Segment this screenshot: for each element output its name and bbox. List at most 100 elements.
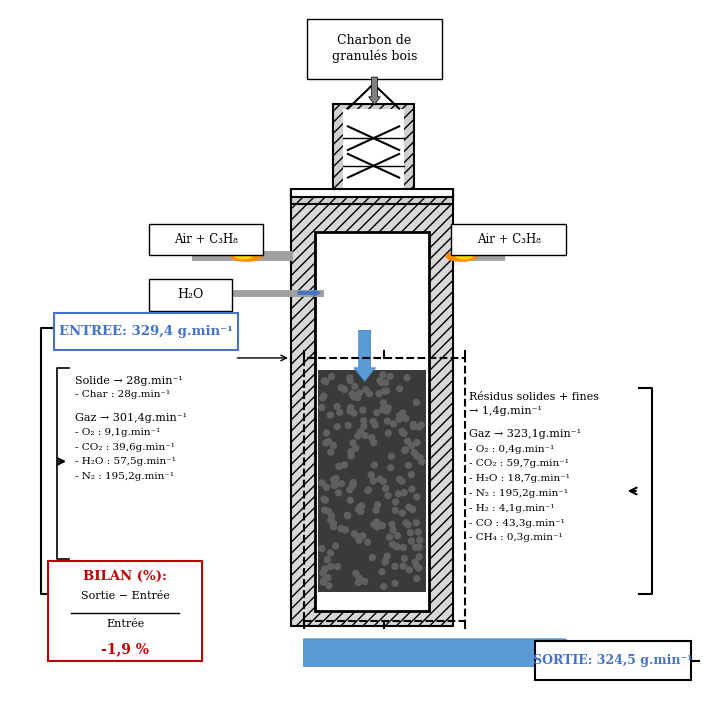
Circle shape [355,395,361,401]
Circle shape [349,391,355,397]
Circle shape [380,406,386,413]
Circle shape [349,483,355,489]
FancyArrow shape [304,639,592,666]
Circle shape [376,391,382,396]
Circle shape [390,527,396,533]
Circle shape [350,482,356,488]
Text: Air + C₃H₈: Air + C₃H₈ [174,233,238,246]
Circle shape [374,519,380,525]
FancyBboxPatch shape [48,561,202,661]
Circle shape [346,375,353,381]
FancyBboxPatch shape [535,641,691,680]
Circle shape [408,471,415,478]
Circle shape [408,538,414,544]
Circle shape [387,374,393,379]
Circle shape [332,483,337,489]
Circle shape [356,575,362,581]
Circle shape [328,517,334,523]
Circle shape [396,416,403,423]
Bar [343,108,404,192]
Circle shape [371,462,377,468]
Ellipse shape [231,251,262,262]
Circle shape [334,564,341,569]
Circle shape [320,570,326,576]
Bar [290,191,454,204]
Circle shape [336,490,342,496]
Circle shape [353,571,359,576]
Circle shape [334,403,340,409]
Text: - N₂ : 195,2g.min⁻¹: - N₂ : 195,2g.min⁻¹ [75,472,174,481]
Circle shape [414,494,420,500]
Bar [290,192,454,626]
Circle shape [401,556,408,562]
Circle shape [342,462,347,468]
Circle shape [350,440,356,446]
Circle shape [390,542,395,547]
Circle shape [356,506,361,512]
Circle shape [374,524,380,530]
Circle shape [383,388,389,393]
Circle shape [330,524,337,530]
Circle shape [368,435,375,440]
Circle shape [360,533,366,539]
Circle shape [380,372,386,378]
Circle shape [384,553,390,559]
Circle shape [324,557,330,563]
Circle shape [374,410,380,415]
Circle shape [395,544,400,549]
Circle shape [362,579,368,584]
Circle shape [319,546,324,552]
Text: - O₂ : 0,4g.min⁻¹: - O₂ : 0,4g.min⁻¹ [469,445,555,454]
Circle shape [385,493,391,498]
Circle shape [405,522,411,527]
Circle shape [414,453,420,459]
Circle shape [373,508,379,513]
Circle shape [365,488,371,493]
Circle shape [400,545,406,550]
Circle shape [334,424,340,430]
Circle shape [347,487,353,493]
Circle shape [413,559,418,565]
Circle shape [333,476,339,481]
Text: Gaz → 301,4g.min⁻¹: Gaz → 301,4g.min⁻¹ [75,413,187,423]
Circle shape [344,513,351,519]
Text: -1,9 %: -1,9 % [101,642,149,656]
Circle shape [371,418,376,425]
Circle shape [413,520,420,526]
Circle shape [413,399,420,406]
Circle shape [328,449,334,455]
Circle shape [322,378,327,384]
Circle shape [404,375,410,381]
Circle shape [330,520,337,526]
Text: Sortie − Entrée: Sortie − Entrée [81,591,170,601]
Circle shape [356,390,362,396]
Circle shape [414,576,420,581]
Circle shape [330,442,337,449]
Text: - H₂ : 4,1g.min⁻¹: - H₂ : 4,1g.min⁻¹ [469,504,555,513]
Circle shape [388,465,393,471]
Circle shape [399,510,405,516]
FancyBboxPatch shape [149,224,263,255]
Circle shape [359,503,365,508]
Text: Résidus solides + fines: Résidus solides + fines [469,393,599,403]
Circle shape [415,529,421,535]
Circle shape [353,394,359,400]
Circle shape [352,384,358,389]
Circle shape [386,534,393,540]
Text: Charbon de
granulés bois: Charbon de granulés bois [332,34,417,63]
Circle shape [409,486,415,492]
Circle shape [319,404,324,411]
Circle shape [405,462,411,468]
Circle shape [361,423,367,429]
Circle shape [323,440,329,446]
Circle shape [339,481,344,486]
Circle shape [332,543,339,549]
Circle shape [397,476,403,482]
Text: - CH₄ : 0,3g.min⁻¹: - CH₄ : 0,3g.min⁻¹ [469,533,563,542]
Circle shape [356,537,362,543]
Text: - H₂O : 57,5g.min⁻¹: - H₂O : 57,5g.min⁻¹ [75,457,176,467]
Circle shape [416,424,422,430]
Circle shape [385,418,391,424]
Circle shape [378,380,384,386]
Circle shape [380,479,386,484]
